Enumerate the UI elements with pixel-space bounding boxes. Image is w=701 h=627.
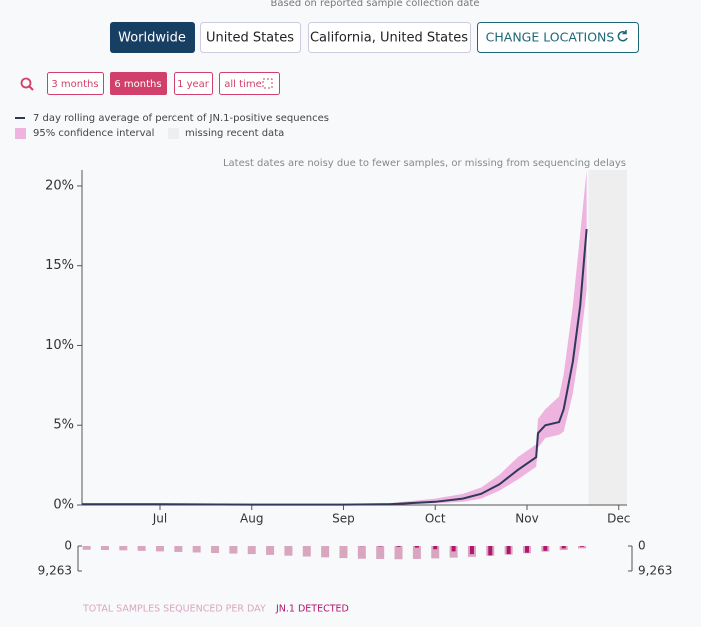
range-button-label[interactable]: all time: [224, 79, 261, 90]
total-bar: [155, 546, 164, 552]
refresh-icon[interactable]: [617, 30, 628, 42]
range-button[interactable]: [110, 72, 167, 95]
bars-tick-label: 0: [638, 539, 646, 553]
detected-bar: [396, 546, 401, 547]
total-bar: [100, 546, 109, 551]
location-button-label[interactable]: United States: [206, 31, 294, 46]
total-bar: [284, 546, 293, 556]
total-bar: [321, 546, 330, 558]
zoom-icon[interactable]: [28, 85, 34, 91]
range-button-label[interactable]: 6 months: [114, 79, 161, 90]
legend-label: missing recent data: [185, 128, 284, 139]
range-button-label[interactable]: 1 year: [177, 79, 210, 90]
detected-bar: [451, 546, 456, 552]
y-tick-label: 10%: [45, 338, 74, 353]
total-bar: [174, 546, 183, 552]
expand-icon[interactable]: [262, 78, 273, 89]
range-button[interactable]: [47, 72, 104, 95]
y-tick-label: 20%: [45, 178, 74, 193]
zoom-icon[interactable]: [20, 77, 32, 89]
subtitle: Based on reported sample collection date: [271, 0, 480, 9]
detected-bar: [524, 546, 529, 553]
detected-bar: [488, 546, 493, 556]
total-bar: [247, 546, 256, 555]
total-bar: [431, 546, 440, 559]
y-tick-label: 5%: [53, 418, 74, 433]
total-bar: [82, 546, 91, 550]
bars-tick-label: 9,263: [38, 564, 72, 578]
legend-swatch: [168, 128, 179, 139]
total-bar: [412, 546, 421, 559]
detected-bar: [506, 546, 511, 555]
bars-legend: JN.1 DETECTED: [275, 604, 349, 615]
total-bar: [449, 546, 458, 558]
confidence-band: [82, 170, 587, 505]
x-tick-label: Aug: [240, 512, 263, 526]
detected-bar: [469, 546, 474, 555]
total-bar: [578, 546, 587, 549]
x-tick-label: Sep: [332, 512, 355, 526]
x-tick-label: Oct: [425, 512, 446, 526]
location-button[interactable]: [308, 22, 471, 53]
legend-swatch: [15, 128, 26, 139]
location-button[interactable]: [110, 22, 195, 53]
bars-tick-label: 0: [64, 539, 72, 553]
x-tick-label: Nov: [515, 512, 538, 526]
detected-bar: [433, 546, 438, 550]
range-button[interactable]: [174, 72, 213, 95]
y-tick-label: 15%: [45, 258, 74, 273]
x-tick-label: Jul: [152, 512, 167, 526]
range-button[interactable]: [219, 72, 280, 95]
total-bar: [339, 546, 348, 559]
total-bar: [266, 546, 275, 555]
change-locations-button[interactable]: [477, 22, 639, 53]
detected-bar: [580, 546, 585, 547]
legend-label: 7 day rolling average of percent of JN.1…: [33, 113, 329, 124]
legend-label: 95% confidence interval: [33, 128, 154, 139]
y-tick-label: 0%: [53, 498, 74, 513]
detected-bar: [543, 546, 548, 551]
missing-data-region: [588, 170, 627, 505]
total-bar: [137, 546, 146, 551]
total-bar: [229, 546, 238, 554]
bars-legend: TOTAL SAMPLES SEQUENCED PER DAY: [82, 604, 266, 615]
x-tick-label: Dec: [607, 512, 630, 526]
line: [82, 228, 588, 506]
location-button-label[interactable]: California, United States: [310, 31, 468, 46]
detected-bar: [414, 546, 419, 548]
total-bar: [302, 546, 311, 557]
location-button-label[interactable]: Worldwide: [118, 31, 186, 46]
total-bar: [357, 546, 366, 559]
range-button-label[interactable]: 3 months: [51, 79, 98, 90]
bars-tick-label: 9,263: [638, 564, 672, 578]
total-bar: [119, 546, 128, 551]
total-bar: [376, 546, 385, 559]
total-bar: [394, 546, 403, 560]
total-bar: [211, 546, 220, 554]
total-bar: [192, 546, 201, 553]
detected-bar: [561, 546, 566, 549]
annotation: Latest dates are noisy due to fewer samp…: [223, 158, 626, 169]
location-button[interactable]: [200, 22, 301, 53]
change-locations-label[interactable]: CHANGE LOCATIONS: [486, 30, 615, 45]
